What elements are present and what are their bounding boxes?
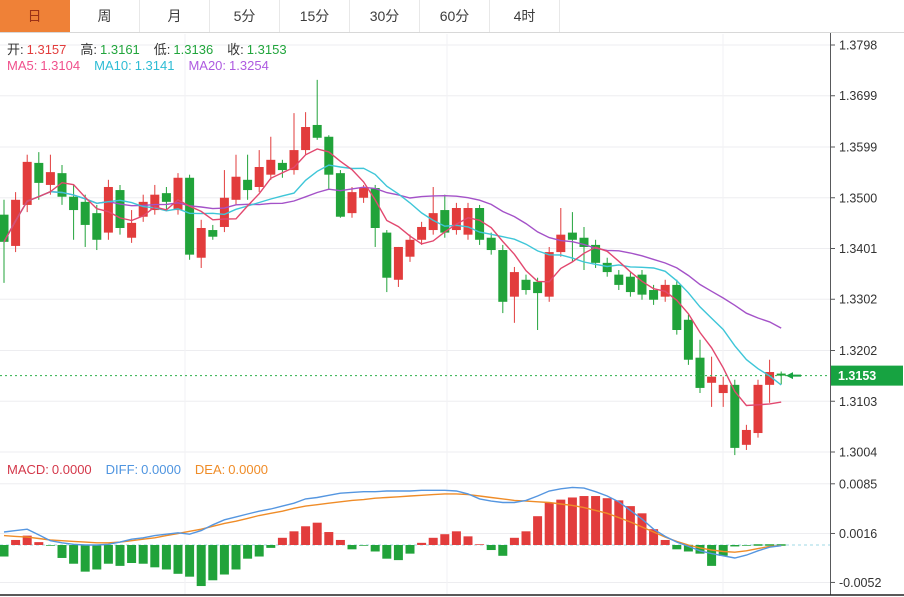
diff-label: DIFF: [105, 462, 139, 477]
high-label: 高: [80, 42, 98, 57]
svg-text:1.3699: 1.3699 [839, 89, 877, 103]
current-price-arrow-icon [786, 372, 801, 380]
ma20-value: 1.3254 [229, 58, 269, 73]
svg-text:1.3103: 1.3103 [839, 395, 877, 409]
svg-text:0.0016: 0.0016 [839, 527, 877, 541]
svg-text:1.3500: 1.3500 [839, 191, 877, 205]
svg-text:1.3004: 1.3004 [839, 446, 877, 460]
diff-value: 0.0000 [141, 462, 181, 477]
ma10-label: MA10: [94, 58, 132, 73]
svg-text:-0.0052: -0.0052 [839, 576, 881, 590]
tab-5min[interactable]: 5分 [210, 0, 280, 32]
high-value: 1.3161 [100, 42, 140, 57]
tab-4hour[interactable]: 4时 [490, 0, 560, 32]
ma10-value: 1.3141 [134, 58, 175, 73]
close-value: 1.3153 [246, 42, 287, 57]
tab-60min[interactable]: 60分 [420, 0, 490, 32]
ma-row: MA5: 1.3104 MA10: 1.3141 MA20: 1.3254 [7, 58, 272, 73]
grid-layer [0, 34, 830, 594]
close-label: 收: [227, 42, 244, 57]
tab-bar: 日周月 5分 15分 30分 60分 4时 [0, 0, 904, 33]
macd-layer [0, 486, 830, 587]
axis-layer: 1.3798 1.3699 1.3599 1.3500 1.3401 1.3302 1.32… [0, 33, 904, 596]
ohlc-row: 开: 1.3157 高: 1.3161 低: 1.3136 收: 1.3153 [7, 39, 290, 58]
macd-value: 0.0000 [51, 462, 92, 477]
low-label: 低: [153, 42, 171, 57]
svg-text:0.0085: 0.0085 [839, 477, 877, 491]
svg-text:1.3153: 1.3153 [838, 369, 876, 383]
tab-15min[interactable]: 15分 [280, 0, 350, 32]
ma-layer [3, 148, 782, 407]
svg-text:1.3798: 1.3798 [839, 39, 877, 53]
ma5-label: MA5: [7, 58, 38, 73]
dea-label: DEA: [194, 462, 226, 477]
tab-monthly[interactable]: 月 [140, 0, 210, 32]
svg-text:1.3302: 1.3302 [839, 293, 877, 307]
tab-weekly[interactable]: 周 [70, 0, 140, 32]
macd-label: MACD: [7, 462, 49, 477]
candle-layer [0, 79, 786, 456]
svg-text:1.3599: 1.3599 [839, 141, 877, 155]
svg-text:1.3401: 1.3401 [839, 242, 877, 256]
dea-value: 0.0000 [228, 462, 269, 477]
open-label: 开: [7, 42, 24, 57]
tab-daily[interactable]: 日 [0, 0, 70, 32]
ma5-value: 1.3104 [40, 58, 81, 73]
macd-row: MACD: 0.0000 DIFF: 0.0000 DEA: 0.0000 [7, 462, 271, 477]
current-price-badge: 1.3153 [831, 365, 903, 386]
tab-30min[interactable]: 30分 [350, 0, 420, 32]
open-value: 1.3157 [26, 42, 67, 57]
svg-text:1.3202: 1.3202 [839, 344, 877, 358]
ma20-label: MA20: [188, 58, 227, 73]
low-value: 1.3136 [173, 42, 214, 57]
